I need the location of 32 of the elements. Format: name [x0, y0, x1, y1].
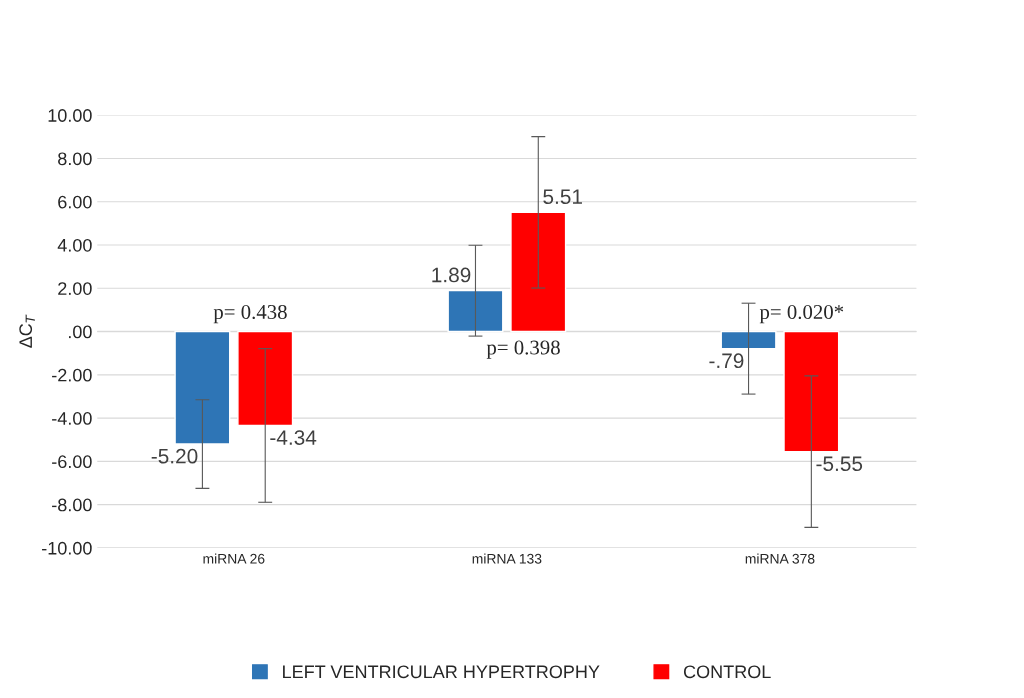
- annotation: p= 0.438: [213, 304, 287, 324]
- annotation: p= 0.398: [486, 340, 560, 359]
- y-tick-label: -8.00: [52, 498, 92, 512]
- y-tick-label: -4.00: [52, 412, 92, 425]
- y-tick-label: 2.00: [58, 282, 92, 295]
- bar: [720, 330, 777, 350]
- y-tick-label: 10.00: [48, 109, 92, 122]
- y-tick-label: -10.00: [42, 541, 92, 555]
- x-tick-label: miRNA 133: [472, 553, 542, 564]
- bar: [237, 330, 294, 427]
- data-label: -5.20: [151, 448, 198, 464]
- y-tick-label: 4.00: [57, 238, 92, 252]
- data-label: -5.55: [816, 456, 863, 472]
- legend-label: CONTROL: [683, 665, 771, 679]
- data-label: -4.34: [270, 430, 317, 445]
- data-label: 5.51: [543, 189, 582, 205]
- x-tick-label: miRNA 26: [203, 553, 265, 564]
- bar: [447, 289, 504, 333]
- bar: [783, 330, 840, 453]
- bar: [174, 330, 231, 445]
- y-tick-label: -6.00: [52, 455, 92, 469]
- y-tick-label: .00: [68, 325, 92, 339]
- y-tick-label: -2.00: [52, 368, 92, 382]
- y-axis-title: ΔC$_{T}$: [19, 314, 35, 348]
- annotation: p= 0.020*: [759, 304, 844, 324]
- data-label: -.79: [709, 353, 744, 369]
- bar: [510, 211, 567, 333]
- legend-label: LEFT VENTRICULAR HYPERTROPHY: [283, 665, 600, 679]
- x-tick-label: miRNA 378: [745, 553, 815, 564]
- y-tick-label: 8.00: [58, 152, 92, 166]
- data-label: 1.89: [432, 267, 471, 283]
- y-tick-label: 6.00: [58, 195, 92, 209]
